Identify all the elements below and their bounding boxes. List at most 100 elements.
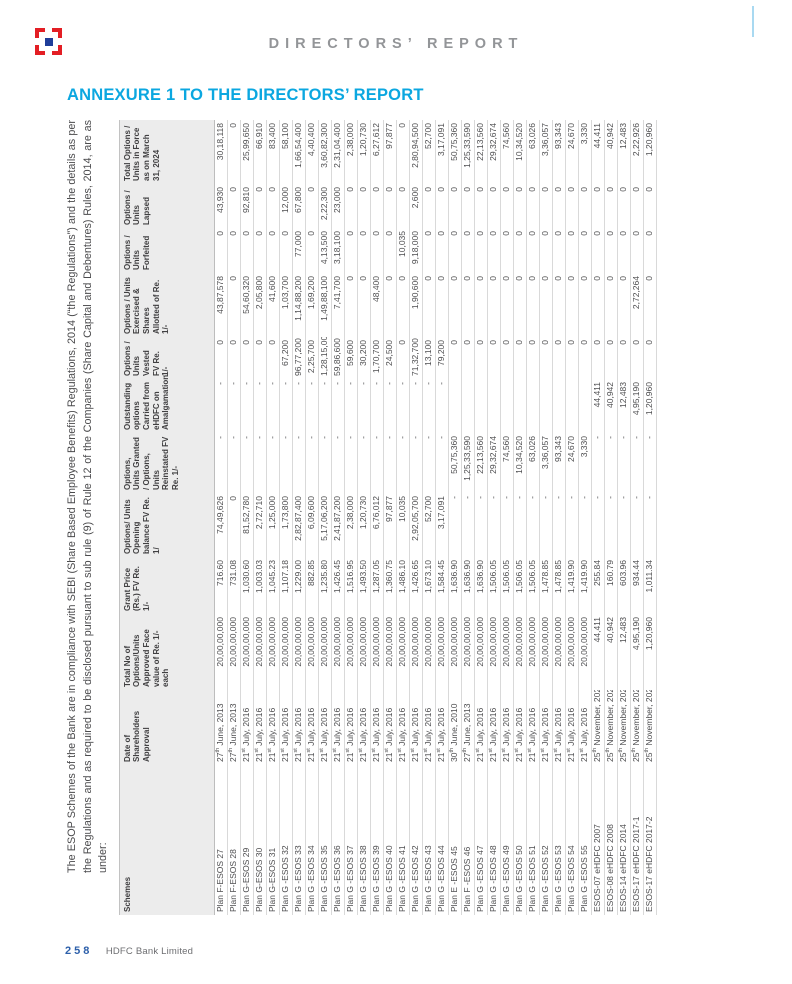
scheme-cell: Plan E -ESOS 45	[448, 765, 462, 915]
value-cell: 0	[565, 337, 579, 379]
table-row: Plan G -ESOS 47 21st July, 2016 20,00,00,0…	[474, 120, 488, 915]
value-cell: 0	[552, 184, 566, 228]
table-row: ESOS-08 eHDFC 2008 25th November, 2022 40,…	[604, 120, 618, 915]
value-cell: 30,200	[357, 337, 371, 379]
value-cell: 0	[539, 337, 553, 379]
value-cell: 0	[487, 273, 501, 337]
value-cell: 0	[383, 184, 397, 228]
value-cell: 20,00,00,000	[357, 614, 371, 690]
value-cell: 21st July, 2016	[487, 690, 501, 765]
value-cell: -	[240, 379, 254, 433]
value-cell: 21st July, 2016	[565, 690, 579, 765]
value-cell: 0	[591, 228, 605, 273]
value-cell: 44,411	[591, 379, 605, 433]
value-cell: 0	[448, 337, 462, 379]
value-cell: 20,00,00,000	[552, 614, 566, 690]
value-cell: 20,00,00,000	[370, 614, 384, 690]
value-cell: 0	[539, 184, 553, 228]
value-cell: 1,20,960	[643, 379, 657, 433]
value-cell: 4,13,500	[318, 228, 332, 273]
value-cell: 6,09,600	[305, 493, 319, 557]
esop-table-body: Plan F-ESOS 27 27th June, 2013 20,00,00,00…	[214, 120, 657, 915]
header-row: Schemes Date of Shareholders Approval Tota…	[119, 120, 215, 915]
value-cell: 0	[461, 273, 475, 337]
value-cell: 21st July, 2016	[578, 690, 592, 765]
table-row: Plan G -ESOS 40 21st July, 2016 20,00,00,0…	[383, 120, 397, 915]
value-cell: 0	[253, 184, 267, 228]
value-cell: 0	[604, 337, 618, 379]
table-row: ESOS-17 eHDFC 2017-2 25th November, 2022 1…	[643, 120, 657, 915]
value-cell: -	[318, 433, 332, 493]
scheme-cell: Plan G -ESOS 35	[318, 765, 332, 915]
value-cell: 2,82,87,400	[292, 493, 306, 557]
value-cell: 0	[513, 184, 527, 228]
scheme-cell: Plan G -ESOS 52	[539, 765, 553, 915]
value-cell: 25th November, 2022	[591, 690, 605, 765]
value-cell: 1,011.34	[643, 557, 657, 614]
value-cell: -	[565, 493, 579, 557]
scheme-cell: ESOS-08 eHDFC 2008	[604, 765, 618, 915]
value-cell: 25th November, 2022	[604, 690, 618, 765]
value-cell: 48,400	[370, 273, 384, 337]
value-cell: 52,700	[422, 493, 436, 557]
value-cell: 1,49,88,100	[318, 273, 332, 337]
value-cell: -	[487, 493, 501, 557]
scheme-cell: Plan F-ESOS 27	[214, 765, 228, 915]
value-cell: 12,483	[617, 614, 631, 690]
value-cell: 0	[604, 273, 618, 337]
value-cell: 3,18,100	[331, 228, 345, 273]
value-cell: 0	[474, 337, 488, 379]
table-row: Plan G -ESOS 53 21st July, 2016 20,00,00,0…	[552, 120, 566, 915]
value-cell: 0	[617, 273, 631, 337]
table-row: Plan G -ESOS 44 21st July, 2016 20,00,00,0…	[435, 120, 449, 915]
value-cell: 24,670	[565, 120, 579, 184]
value-cell: 2,31,04,400	[331, 120, 345, 184]
value-cell: 20,00,00,000	[448, 614, 462, 690]
value-cell: 20,00,00,000	[461, 614, 475, 690]
value-cell: 21st July, 2016	[396, 690, 410, 765]
value-cell: 66,910	[253, 120, 267, 184]
value-cell: -	[448, 493, 462, 557]
value-cell: 41,600	[266, 273, 280, 337]
value-cell: 0	[396, 273, 410, 337]
value-cell: 0	[500, 228, 514, 273]
value-cell: 2,80,94,500	[409, 120, 423, 184]
value-cell: 2,72,264	[630, 273, 644, 337]
value-cell: -	[461, 493, 475, 557]
value-cell: 1,20,730	[357, 120, 371, 184]
value-cell: -	[305, 379, 319, 433]
value-cell: 54,60,320	[240, 273, 254, 337]
value-cell: 1,66,54,400	[292, 120, 306, 184]
value-cell: 23,000	[331, 184, 345, 228]
esop-table-header: Schemes Date of Shareholders Approval Tota…	[119, 120, 215, 915]
value-cell: 1,636.90	[474, 557, 488, 614]
value-cell: 21st July, 2016	[253, 690, 267, 765]
scheme-cell: Plan G -ESOS 41	[396, 765, 410, 915]
value-cell: 0	[604, 228, 618, 273]
value-cell: 71,32,700	[409, 337, 423, 379]
value-cell: 0	[435, 228, 449, 273]
value-cell: 0	[552, 228, 566, 273]
scheme-cell: Plan G -ESOS 50	[513, 765, 527, 915]
value-cell: 1,69,200	[305, 273, 319, 337]
table-row: Plan G -ESOS 33 21st July, 2016 20,00,00,0…	[292, 120, 306, 915]
value-cell: 0	[552, 337, 566, 379]
value-cell: 21st July, 2016	[292, 690, 306, 765]
value-cell: 20,00,00,000	[279, 614, 293, 690]
value-cell: 1,287.05	[370, 557, 384, 614]
value-cell: 30th June, 2010	[448, 690, 462, 765]
value-cell: 0	[461, 337, 475, 379]
value-cell: 21st July, 2016	[474, 690, 488, 765]
value-cell: 24,500	[383, 337, 397, 379]
value-cell: 1,030.60	[240, 557, 254, 614]
value-cell: 20,00,00,000	[266, 614, 280, 690]
value-cell: 0	[578, 273, 592, 337]
scheme-cell: ESOS-07 eHDFC 2007	[591, 765, 605, 915]
column-header-4: Options/ Units Opening balance FV Re. 1/	[119, 493, 215, 557]
value-cell: 40,942	[604, 614, 618, 690]
value-cell: -	[357, 379, 371, 433]
value-cell: 0	[500, 273, 514, 337]
value-cell: 0	[383, 228, 397, 273]
value-cell: 21st July, 2016	[279, 690, 293, 765]
value-cell: 20,00,00,000	[253, 614, 267, 690]
